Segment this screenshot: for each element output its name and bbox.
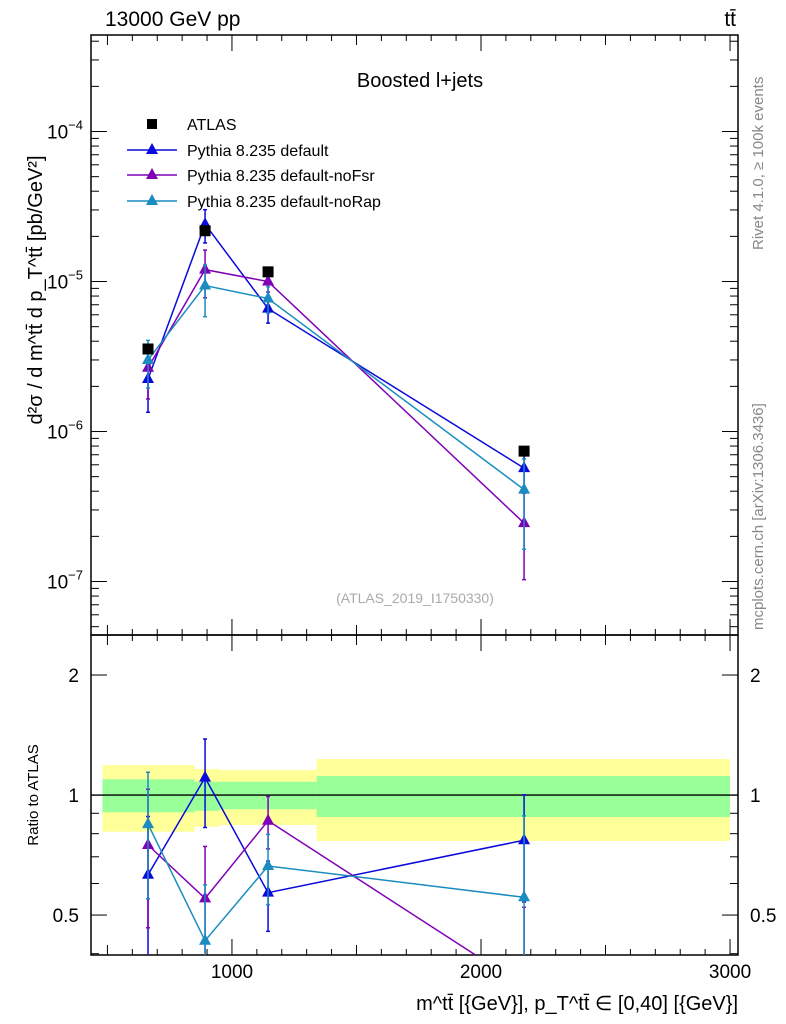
series-3-point: [518, 890, 531, 902]
legend-series-marker: [146, 143, 158, 154]
x-tick-label: 2000: [460, 962, 502, 983]
legend-atlas-marker: [147, 119, 157, 129]
series-3-point: [262, 858, 275, 870]
series-3-line: [147, 284, 525, 491]
y-tick-label: 10−5: [47, 268, 83, 294]
ratio-y-tick-label: 1: [68, 786, 79, 807]
ratio-series-group: [142, 738, 531, 956]
series-3-point: [199, 933, 212, 945]
ratio-y-tick-label: 2: [68, 666, 79, 687]
ratio-y-tick-label: 0.5: [53, 906, 79, 927]
y-tick-exponent: −4: [68, 118, 83, 133]
series-3-point: [262, 291, 275, 303]
legend-series-label: Pythia 8.235 default: [187, 143, 329, 160]
series-2-line: [147, 268, 525, 524]
y-tick-label: 10−7: [47, 568, 83, 594]
ratio-y-tick-label: 2: [750, 666, 761, 687]
y-tick-exponent: −6: [68, 418, 83, 433]
series-3-point: [518, 482, 531, 494]
x-tick-label: 1000: [211, 962, 253, 983]
ratio-y-tick-label: 1: [750, 786, 761, 807]
y-tick-base: 10: [47, 273, 68, 294]
ratio-y-axis-label: Ratio to ATLAS: [25, 744, 42, 845]
series-2-point: [262, 274, 275, 286]
legend-series-label: Pythia 8.235 default-noFsr: [187, 168, 375, 185]
y-tick-base: 10: [47, 573, 68, 594]
legend-atlas-label: ATLAS: [187, 117, 237, 134]
y-axis-label: d²σ / d m^tt̄ d p_T^tt̄ [pb/GeV²]: [25, 156, 47, 425]
y-tick-base: 10: [47, 423, 68, 444]
legend-series-marker: [146, 194, 158, 205]
main-series-group: [142, 208, 531, 581]
y-tick-base: 10: [47, 123, 68, 144]
atlas-data-point: [518, 445, 530, 457]
y-tick-exponent: −5: [68, 268, 83, 283]
legend-series-marker: [146, 168, 158, 179]
series-1-line: [147, 222, 525, 469]
atlas-data-point: [262, 266, 274, 278]
y-tick-label: 10−6: [47, 418, 83, 444]
series-2-ratio-line: [147, 819, 476, 956]
y-tick-label: 10−4: [47, 118, 83, 144]
series-1-ratio-line: [147, 776, 525, 894]
legend-series-label: Pythia 8.235 default-noRap: [187, 194, 381, 211]
x-axis-label: m^tt̄ [{GeV}], p_T^tt̄ ∈ [0,40] [{GeV}]: [416, 993, 738, 1015]
analysis-watermark: (ATLAS_2019_I1750330): [336, 590, 494, 606]
atlas-data-point: [142, 343, 154, 355]
series-3-point: [199, 278, 212, 290]
mcplots-label: mcplots.cern.ch [arXiv:1306.3436]: [750, 403, 767, 630]
header-final-state: tt̄: [724, 8, 736, 31]
series-3-point: [142, 817, 155, 829]
header-process: 13000 GeV pp: [105, 8, 240, 31]
series-3-point: [142, 352, 155, 364]
y-tick-exponent: −7: [68, 568, 83, 583]
series-3-ratio-line: [147, 823, 525, 943]
x-tick-label: 3000: [709, 962, 751, 983]
ratio-y-tick-label: 0.5: [750, 906, 776, 927]
chart-title: Boosted l+jets: [357, 70, 483, 92]
series-2-point: [262, 813, 275, 825]
rivet-version-label: Rivet 4.1.0, ≥ 100k events: [750, 77, 767, 250]
atlas-data-point: [199, 225, 211, 237]
series-1-point: [199, 770, 212, 782]
